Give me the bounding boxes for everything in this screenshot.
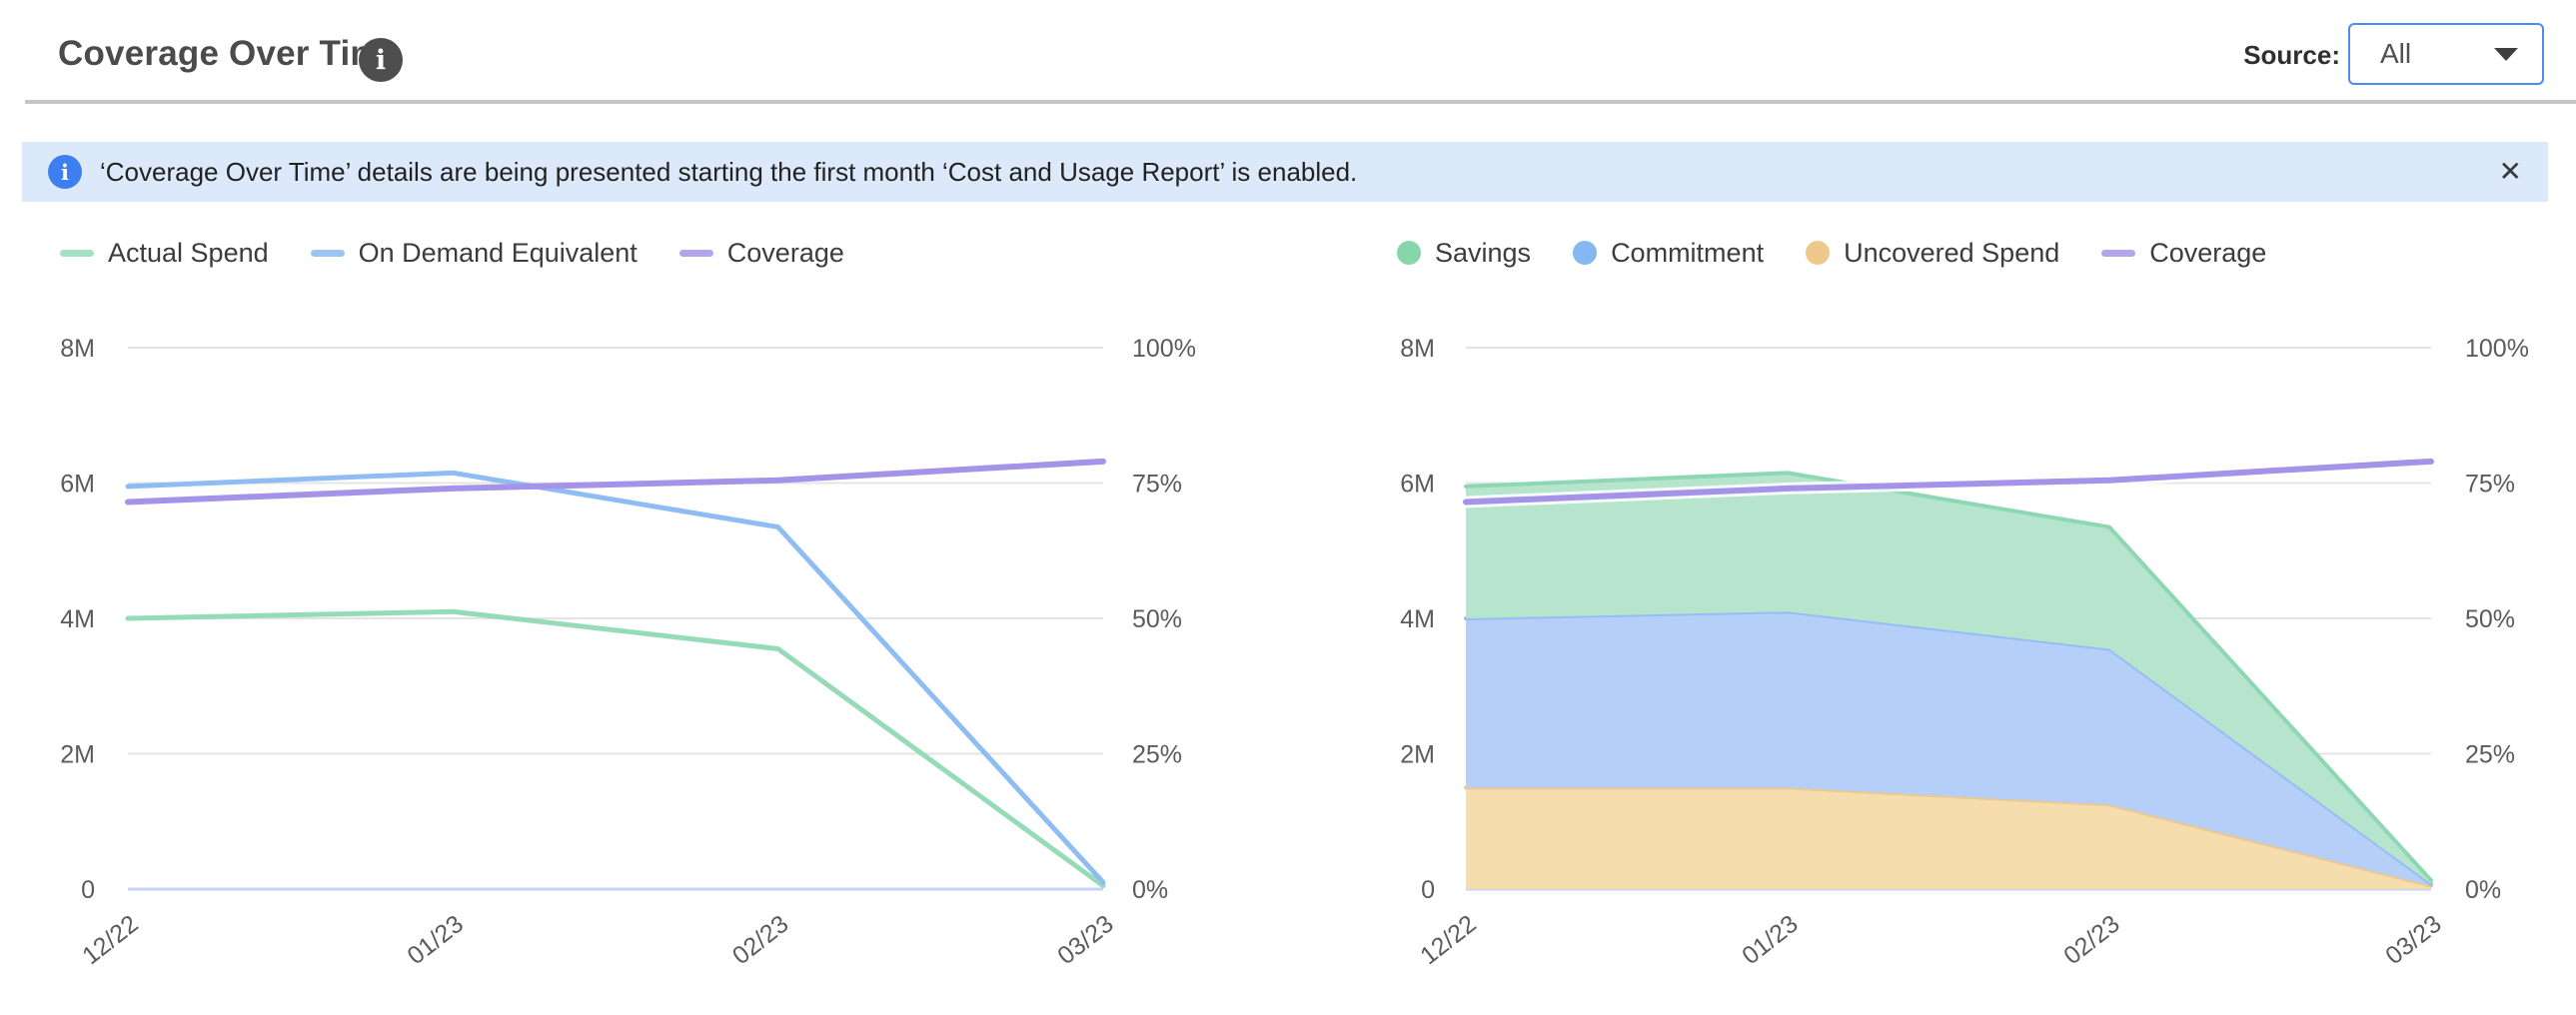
series-line-coverage[interactable] [125,458,1106,506]
area-band-uncovered-spend[interactable] [1466,787,2431,889]
banner-text: ‘Coverage Over Time’ details are being p… [100,156,1358,187]
legend-line-swatch [310,249,345,257]
x-axis-label: 02/23 [2058,910,2125,971]
page-title: Coverage Over Time [58,34,402,73]
y-axis-right-label: 25% [1132,741,1182,769]
y-axis-left-label: 8M [1400,335,1435,363]
y-axis-left-label: 0 [81,876,95,904]
source-dropdown-value: All [2380,38,2412,69]
y-axis-left-label: 6M [1400,471,1435,499]
legend-item-actual-spend[interactable]: Actual Spend [60,238,269,269]
y-axis-left-label: 4M [60,605,95,633]
x-axis-label: 02/23 [727,910,794,971]
x-axis-label: 03/23 [2380,910,2447,971]
legend-item-coverage[interactable]: Coverage [2101,238,2266,269]
banner-close-icon[interactable]: ✕ [2498,156,2522,187]
legend-label: Coverage [2149,237,2267,268]
series-line-coverage[interactable] [1463,458,2434,506]
legend-item-uncovered-spend[interactable]: Uncovered Spend [1806,238,2059,269]
legend-item-commitment[interactable]: Commitment [1573,238,1764,269]
x-axis-label: 03/23 [1052,910,1119,971]
legend-line-swatch [2101,249,2136,257]
banner-info-icon-glyph: i [61,159,69,185]
y-axis-left-label: 4M [1400,605,1435,633]
legend-line-swatch [60,249,94,257]
legend-label: Uncovered Spend [1844,237,2060,268]
x-axis-label: 01/23 [1737,910,1804,971]
x-axis-label: 01/23 [402,910,469,971]
y-axis-left-label: 2M [1400,741,1435,769]
area-band-commitment[interactable] [1466,611,2431,886]
right-chart-legend: Savings Commitment Uncovered Spend Coverage [1397,238,2308,268]
legend-label: Coverage [726,237,844,268]
legend-item-on-demand-equivalent[interactable]: On Demand Equivalent [310,237,638,269]
legend-item-savings[interactable]: Savings [1397,238,1531,269]
y-axis-right-label: 50% [1132,605,1182,633]
legend-label: Actual Spend [108,237,269,268]
area-edge-savings [1464,471,2433,883]
right-chart[interactable]: 8M 6M 4M 2M 0 100% 75% 50% 25% 0% 12/22 01/23 02/23 0… [1389,310,2576,1015]
header-divider [25,100,2576,104]
info-icon-glyph: i [375,44,387,76]
area-band-savings[interactable] [1466,473,2431,884]
y-axis-left-label: 0 [1421,876,1435,904]
series-line-actual-spend[interactable] [125,608,1106,889]
y-axis-right-label: 25% [2465,741,2515,769]
y-axis-left-label: 2M [60,741,95,769]
legend-dot-swatch [1397,241,1421,265]
series-line-on-demand-equivalent[interactable] [125,470,1106,885]
y-axis-right-label: 100% [2465,335,2529,363]
y-axis-right-label: 0% [1132,876,1168,904]
chevron-down-icon [2494,47,2518,61]
y-axis-left-label: 8M [60,335,95,363]
info-banner: i ‘Coverage Over Time’ details are being… [22,142,2548,202]
y-axis-right-label: 75% [1132,471,1182,499]
info-icon[interactable]: i [359,38,403,82]
left-chart-legend: Actual Spend On Demand Equivalent Coverage [60,238,886,268]
y-axis-right-label: 75% [2465,471,2515,499]
banner-info-icon: i [48,155,82,189]
y-axis-right-label: 0% [2465,876,2501,904]
legend-label: Commitment [1611,237,1765,268]
legend-label: On Demand Equivalent [358,237,638,268]
legend-dot-swatch [1806,241,1831,265]
left-chart[interactable]: 8M 6M 4M 2M 0 100% 75% 50% 25% 0% 12/22 01/23 02/23 0… [20,310,1279,1015]
legend-label: Savings [1435,237,1532,268]
source-label: Source: [2243,40,2340,70]
x-axis-label: 12/22 [1415,910,1482,971]
source-dropdown[interactable]: All [2348,23,2544,85]
legend-item-coverage[interactable]: Coverage [678,237,844,269]
legend-line-swatch [678,249,713,257]
y-axis-right-label: 50% [2465,605,2515,633]
y-axis-left-label: 6M [60,471,95,499]
x-axis-label: 12/22 [77,910,144,971]
legend-dot-swatch [1573,241,1598,265]
y-axis-right-label: 100% [1132,335,1196,363]
